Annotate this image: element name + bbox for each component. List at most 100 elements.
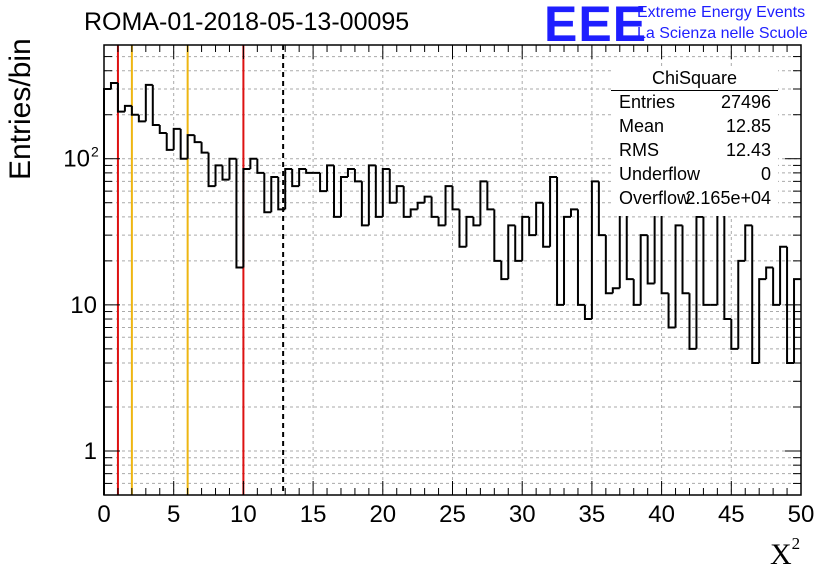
x-tick-label: 50 — [788, 501, 815, 528]
x-tick-label: 0 — [97, 501, 110, 528]
histogram-bin — [542, 202, 551, 248]
y-tick-exponent: 2 — [91, 144, 99, 160]
histogram-bin — [793, 278, 801, 364]
histogram-bin — [416, 201, 425, 210]
x-tick-label: 5 — [167, 501, 180, 528]
histogram-bin — [200, 142, 209, 154]
histogram-bin — [186, 134, 195, 159]
histogram-bin — [625, 202, 634, 281]
histogram-bin — [242, 168, 251, 268]
histogram-bin — [737, 259, 746, 349]
stat-value: 2.165e+04 — [685, 188, 771, 208]
stat-name: RMS — [619, 140, 659, 160]
histogram-bin — [786, 246, 795, 365]
histogram-bin — [151, 84, 160, 127]
histogram-bin — [367, 164, 376, 226]
histogram-bin — [305, 169, 314, 174]
x-tick-label: 15 — [300, 501, 327, 528]
histogram-bin — [535, 201, 544, 236]
histogram-bin — [758, 278, 767, 364]
histogram-bin — [583, 304, 592, 321]
histogram-bin — [730, 319, 739, 350]
histogram-bin — [479, 180, 488, 226]
histogram-bin — [402, 186, 411, 218]
histogram-bin — [374, 165, 383, 218]
stat-name: Overflow — [619, 188, 691, 208]
histogram-bin — [437, 216, 446, 227]
histogram-bin — [521, 215, 530, 261]
histogram-bin — [569, 208, 578, 217]
stats-divider — [611, 90, 778, 91]
histogram-bin — [158, 125, 167, 134]
stat-row-entries: Entries 27496 — [619, 92, 771, 116]
histogram-bin — [235, 158, 244, 269]
histogram-bin — [326, 164, 335, 192]
stat-row-rms: RMS 12.43 — [619, 140, 771, 164]
histogram-bin — [221, 165, 230, 181]
stat-row-overflow: Overflow 2.165e+04 — [619, 188, 771, 212]
y-tick-label: 10 — [70, 292, 97, 319]
histogram-bin — [116, 82, 125, 113]
histogram-bin — [388, 169, 397, 204]
histogram-bin — [339, 175, 348, 217]
x-axis-label: X2 — [770, 534, 801, 571]
histogram-bin — [423, 195, 432, 203]
histogram-bin — [172, 127, 181, 150]
histogram-bin — [563, 215, 571, 305]
histogram-bin — [298, 168, 307, 187]
histogram-bin — [193, 135, 202, 144]
histogram-bin — [779, 245, 788, 305]
stat-value: 0 — [760, 164, 771, 184]
histogram-bin — [744, 224, 753, 261]
histogram-bin — [597, 181, 606, 237]
x-tick-label: 35 — [579, 501, 606, 528]
histogram-bin — [493, 209, 502, 262]
histogram-bin — [674, 224, 683, 328]
histogram-bin — [214, 164, 223, 187]
histogram-bin — [646, 235, 655, 285]
histogram-bin — [765, 266, 774, 280]
histogram-bin — [333, 165, 341, 218]
x-tick-label: 20 — [369, 501, 396, 528]
histogram-bin — [165, 132, 174, 151]
histogram-bin — [458, 209, 467, 248]
histogram-bin — [465, 215, 474, 247]
histogram-bin — [207, 152, 216, 188]
histogram-bin — [256, 158, 265, 174]
x-tick-label: 40 — [648, 501, 675, 528]
histogram-bin — [409, 208, 418, 217]
histogram-bin — [395, 185, 404, 203]
histogram-bin — [751, 225, 760, 365]
x-tick-label: 25 — [439, 501, 466, 528]
x-tick-label: 45 — [718, 501, 745, 528]
y-tick-label: 1 — [84, 438, 97, 465]
histogram-bin — [277, 176, 286, 211]
histogram-bin — [507, 224, 516, 280]
histogram-bin — [109, 81, 118, 89]
x-tick-label: 10 — [230, 501, 257, 528]
stats-title: ChiSquare — [651, 68, 738, 88]
stat-row-mean: Mean 12.85 — [619, 116, 771, 140]
histogram-bin — [123, 104, 132, 112]
stat-value: 27496 — [720, 92, 771, 112]
histogram-bin — [263, 172, 272, 214]
histogram-bin — [228, 157, 237, 180]
histogram-bin — [284, 168, 293, 210]
histogram-bin — [179, 128, 188, 160]
histogram-bin — [500, 260, 509, 281]
stat-value: 12.85 — [725, 116, 771, 136]
histogram-bin — [716, 208, 725, 305]
stat-name: Entries — [619, 92, 676, 112]
stat-name: Mean — [619, 116, 665, 136]
histogram-bin — [486, 181, 495, 211]
histogram-bin — [444, 185, 453, 226]
histogram-bin — [549, 175, 558, 247]
histogram-bin — [632, 279, 641, 306]
reference-lines — [116, 45, 285, 495]
logo-line-2: La Scienza nelle Scuole — [637, 25, 808, 42]
histogram-bin — [270, 175, 279, 213]
histogram-bin — [556, 176, 565, 306]
histogram-bin — [381, 168, 390, 217]
histogram-bin — [604, 235, 613, 295]
histogram-bin — [723, 209, 732, 321]
